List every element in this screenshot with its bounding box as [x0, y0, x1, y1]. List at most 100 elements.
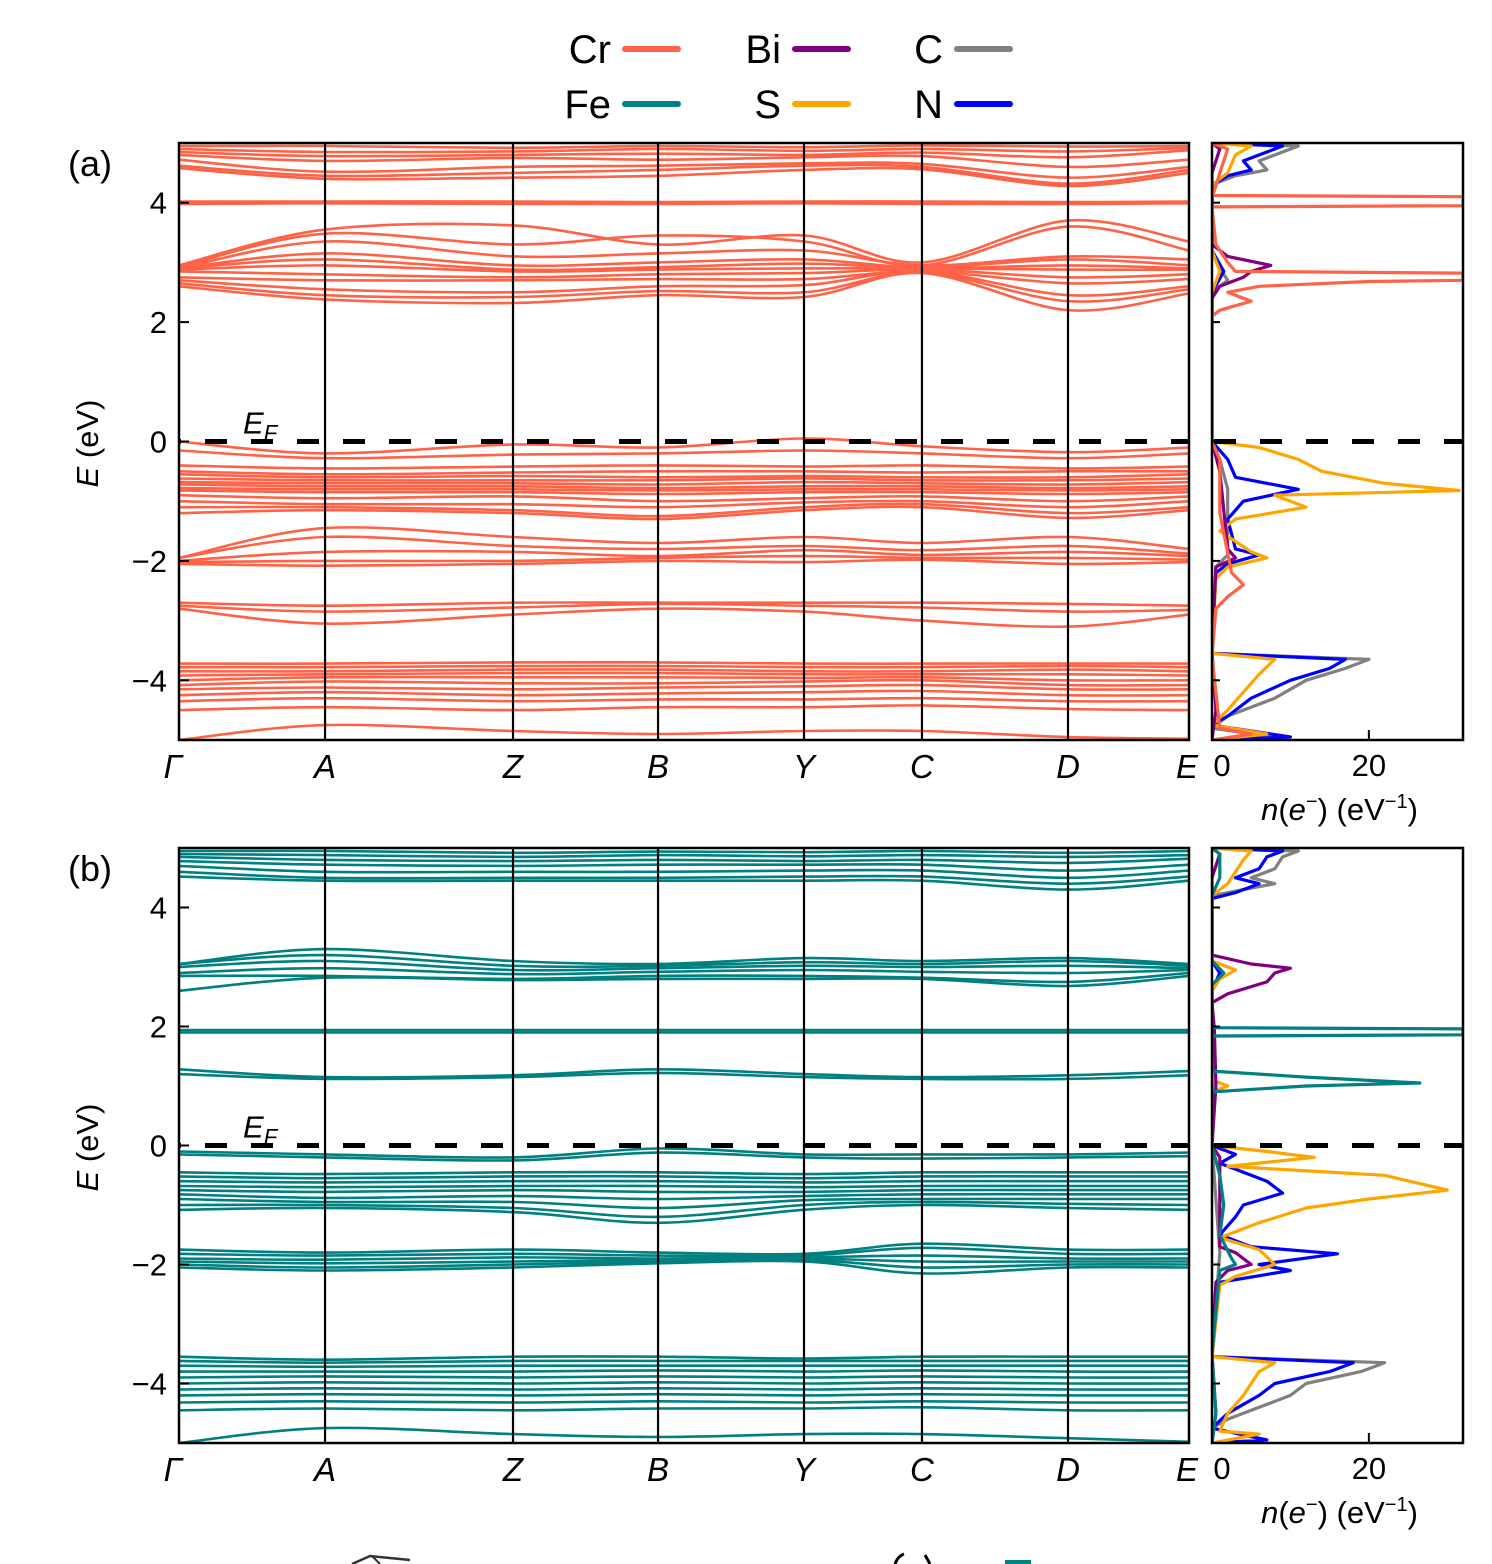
- band-line: [179, 449, 1189, 460]
- band-line: [179, 675, 1189, 682]
- fermi-label-main: E: [243, 1110, 264, 1145]
- band-line: [179, 723, 1189, 740]
- dos-xtick-label: 0: [1213, 748, 1230, 783]
- dos-x-axis-label: n(e−) (eV−1): [1261, 1494, 1418, 1530]
- dos-curve-n: [1212, 143, 1347, 740]
- dos-curve-fe: [1212, 848, 1463, 1443]
- dos-curve-bi: [1212, 143, 1273, 740]
- band-line: [179, 852, 1189, 859]
- dos-x-axis-label-n: n: [1261, 792, 1278, 827]
- kpoint-label-gamma: Γ: [164, 1451, 184, 1488]
- band-line: [179, 1174, 1189, 1180]
- band-line: [179, 1369, 1189, 1373]
- y-axis-label: E (eV): [70, 1104, 105, 1192]
- band-line: [179, 1147, 1189, 1159]
- band-line: [179, 240, 1189, 270]
- band-line: [179, 849, 1189, 855]
- kpoint-label-b: B: [647, 748, 669, 785]
- band-line: [179, 146, 1189, 154]
- band-line: [179, 601, 1189, 608]
- kpoint-label-b: B: [647, 1451, 669, 1488]
- dos-x-axis-label-sup-minus: −: [1306, 1494, 1318, 1516]
- kpoint-label-a: A: [312, 1451, 336, 1488]
- dos-xtick-label: 20: [1352, 748, 1386, 783]
- band-line: [179, 144, 1189, 150]
- dos-curve-cr: [1212, 143, 1463, 740]
- kpoint-label-z: Z: [502, 748, 525, 785]
- dos-curve-bi: [1212, 848, 1292, 1443]
- band-line: [179, 870, 1189, 886]
- kpoint-label-c: C: [910, 1451, 935, 1488]
- band-line: [179, 664, 1189, 669]
- y-axis-label-unit: (eV): [70, 400, 105, 467]
- band-line: [179, 1399, 1189, 1404]
- band-line: [179, 974, 1189, 993]
- legend-label-c: C: [914, 28, 943, 72]
- band-line: [179, 953, 1189, 969]
- dos-x-axis-label-n: n: [1261, 1495, 1278, 1530]
- band-line: [179, 258, 1189, 272]
- band-line: [179, 1405, 1189, 1412]
- y-axis-label-unit: (eV): [70, 1104, 105, 1171]
- band-line: [179, 218, 1189, 267]
- dos-x-axis-label-open: (: [1278, 1495, 1289, 1530]
- band-line: [179, 548, 1189, 563]
- dos-x-axis-label-end: ): [1408, 1495, 1418, 1530]
- panel-label-b: (b): [68, 848, 112, 889]
- dos-x-axis-label-close: ) (eV: [1318, 792, 1386, 827]
- bands-group: [179, 144, 1189, 740]
- band-line: [179, 1170, 1189, 1176]
- panel-label-a: (a): [68, 143, 112, 184]
- band-line: [179, 1197, 1189, 1210]
- ytick-label: −2: [132, 544, 167, 579]
- band-line: [179, 558, 1189, 568]
- band-line: [179, 1426, 1189, 1443]
- band-line: [179, 1386, 1189, 1391]
- bands-group: [179, 849, 1189, 1443]
- band-line: [179, 1355, 1189, 1362]
- fermi-level-label: EF: [243, 406, 279, 446]
- band-line: [179, 864, 1189, 880]
- dos-x-axis-label-e: e: [1289, 792, 1306, 827]
- dos-x-axis-label-sup: −1: [1385, 791, 1408, 813]
- band-line: [179, 153, 1189, 169]
- dos-xtick-label: 0: [1213, 1451, 1230, 1486]
- band-line: [179, 704, 1189, 712]
- fragment-bar: [1005, 1560, 1031, 1564]
- band-line: [179, 271, 1189, 303]
- band-line: [179, 166, 1189, 188]
- legend-label-bi: Bi: [745, 28, 781, 72]
- band-line: [179, 437, 1189, 455]
- ytick-label: 4: [150, 186, 167, 221]
- band-line: [179, 486, 1189, 492]
- band-line: [179, 1184, 1189, 1189]
- band-line: [179, 660, 1189, 665]
- ytick-label: −2: [132, 1248, 167, 1283]
- ytick-label: 0: [150, 1129, 167, 1164]
- band-line: [179, 270, 1189, 285]
- ytick-label: −4: [132, 1367, 167, 1402]
- legend-label-n: N: [914, 83, 943, 127]
- band-line: [179, 1200, 1189, 1219]
- band-line: [179, 502, 1189, 518]
- band-line: [179, 1179, 1189, 1184]
- kpoint-label-y: Y: [793, 748, 817, 785]
- band-line: [179, 671, 1189, 677]
- kpoint-label-gamma: Γ: [164, 748, 184, 785]
- band-line: [179, 668, 1189, 673]
- band-line: [179, 607, 1189, 629]
- ytick-label: −4: [132, 663, 167, 698]
- y-axis-label: E (eV): [70, 400, 105, 488]
- band-line: [179, 252, 1189, 270]
- band-line: [179, 1257, 1189, 1265]
- kpoint-label-d: D: [1056, 748, 1080, 785]
- band-line: [179, 1375, 1189, 1379]
- band-line: [179, 225, 1189, 269]
- band-line: [179, 148, 1189, 159]
- band-line: [179, 268, 1189, 279]
- band-line: [179, 554, 1189, 564]
- band-line: [179, 264, 1189, 273]
- band-line: [179, 855, 1189, 865]
- ytick-label: 4: [150, 891, 167, 926]
